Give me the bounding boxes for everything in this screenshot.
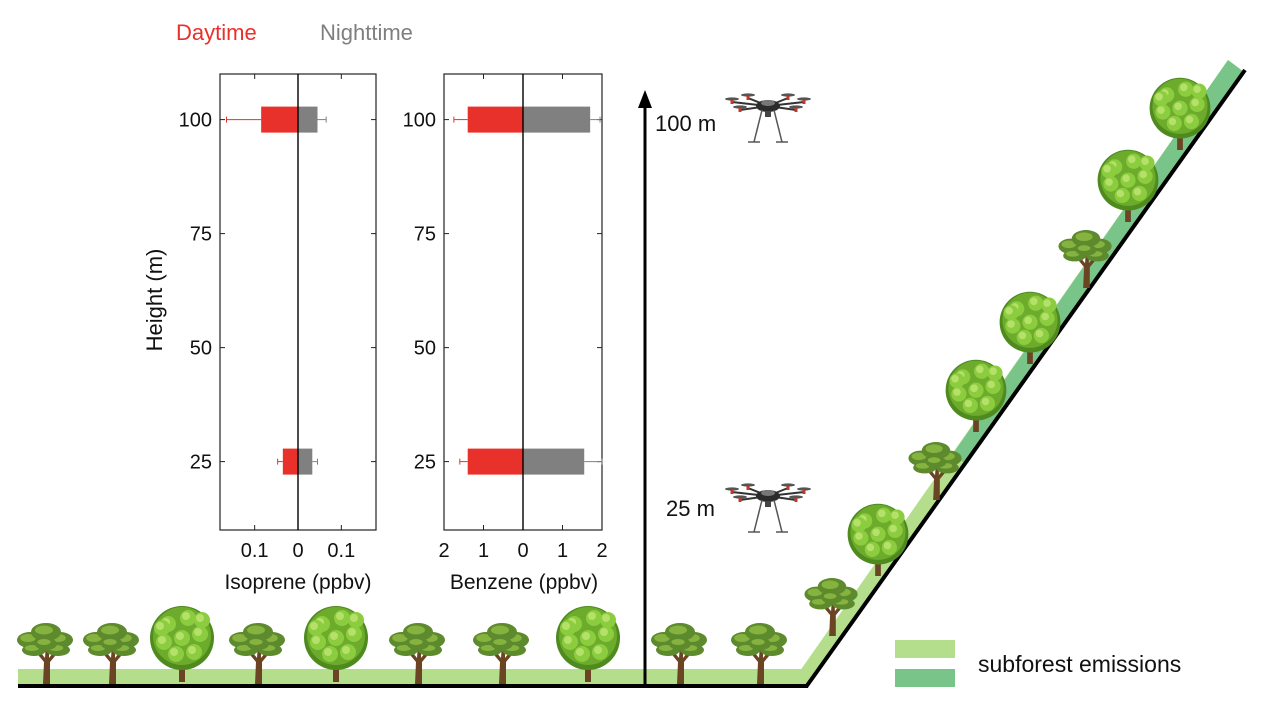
- isoprene-x-label: Isoprene (ppbv): [224, 571, 371, 594]
- drone-group: [725, 93, 811, 533]
- tree-icon: [651, 623, 707, 684]
- round-tree-icon: [1097, 149, 1159, 222]
- benzene-bar-daytime-100: [467, 106, 523, 133]
- isoprene-y-ticks: 25 50 75 100: [179, 110, 376, 474]
- isoprene-xtick-label: 0: [292, 540, 303, 562]
- ground-emission-strip: [18, 669, 808, 685]
- isoprene-ytick-label: 75: [190, 224, 212, 246]
- isoprene-bar-nighttime-100: [298, 106, 318, 133]
- drone-icon: [725, 93, 811, 143]
- benzene-bar-daytime-25: [467, 448, 523, 475]
- isoprene-ytick-label: 100: [179, 110, 212, 132]
- benzene-xtick-label: 2: [596, 540, 607, 562]
- isoprene-panel: 25 50 75 100 0.1 0 0.1 Isoprene (ppbv): [179, 73, 377, 594]
- benzene-panel: 25 50 75 100 2 1 0 1 2 Benzene (ppbv): [403, 73, 608, 594]
- round-tree-icon: [999, 291, 1061, 364]
- benzene-ytick-label: 50: [414, 338, 436, 360]
- round-tree-icon: [1149, 77, 1211, 150]
- tree-icon: [473, 623, 529, 684]
- tree-icon: [1058, 230, 1112, 288]
- altitude-label-25: 25 m: [666, 496, 715, 521]
- round-tree-icon: [847, 503, 909, 576]
- tree-icon: [389, 623, 445, 684]
- benzene-xtick-label: 0: [517, 540, 528, 562]
- tree-group: [17, 77, 1211, 684]
- isoprene-bar-daytime-100: [261, 106, 298, 133]
- isoprene-ytick-label: 25: [190, 452, 212, 474]
- isoprene-bar-daytime-25: [282, 448, 298, 475]
- altitude-label-100: 100 m: [655, 111, 716, 136]
- benzene-ytick-label: 75: [414, 224, 436, 246]
- y-axis-label: Height (m): [142, 249, 167, 352]
- benzene-x-label: Benzene (ppbv): [450, 571, 598, 594]
- benzene-xtick-label: 1: [478, 540, 489, 562]
- round-tree-icon: [945, 359, 1007, 432]
- benzene-ytick-label: 100: [403, 110, 436, 132]
- tree-icon: [229, 623, 285, 684]
- slope-emission-strip-dark: [950, 60, 1244, 463]
- emissions-legend-label: subforest emissions: [978, 651, 1181, 677]
- benzene-bars: [453, 74, 603, 530]
- slope-line: [804, 68, 1247, 689]
- tree-icon: [908, 442, 962, 500]
- benzene-bar-nighttime-25: [523, 448, 585, 475]
- isoprene-xtick-label: 0.1: [241, 540, 269, 562]
- legend-nighttime: Nighttime: [320, 20, 413, 45]
- benzene-xtick-label: 1: [557, 540, 568, 562]
- benzene-ytick-label: 25: [414, 452, 436, 474]
- benzene-x-ticks: 2 1 0 1 2: [438, 74, 608, 562]
- tree-icon: [83, 623, 139, 684]
- tree-icon: [804, 578, 858, 636]
- drone-icon: [725, 483, 811, 533]
- round-tree-icon: [304, 606, 368, 682]
- isoprene-bars: [226, 74, 327, 530]
- altitude-arrow-head: [638, 90, 652, 108]
- round-tree-icon: [556, 606, 620, 682]
- benzene-bar-nighttime-100: [523, 106, 591, 133]
- isoprene-x-ticks: 0.1 0 0.1: [241, 74, 355, 562]
- legend-daytime: Daytime: [176, 20, 257, 45]
- benzene-xtick-label: 2: [438, 540, 449, 562]
- isoprene-bar-nighttime-25: [298, 448, 313, 475]
- emissions-swatch-light: [895, 640, 955, 658]
- tree-icon: [731, 623, 787, 684]
- isoprene-xtick-label: 0.1: [327, 540, 355, 562]
- benzene-y-ticks: 25 50 75 100: [403, 110, 602, 474]
- isoprene-ytick-label: 50: [190, 338, 212, 360]
- tree-icon: [17, 623, 73, 684]
- round-tree-icon: [150, 606, 214, 682]
- emissions-swatch-dark: [895, 669, 955, 687]
